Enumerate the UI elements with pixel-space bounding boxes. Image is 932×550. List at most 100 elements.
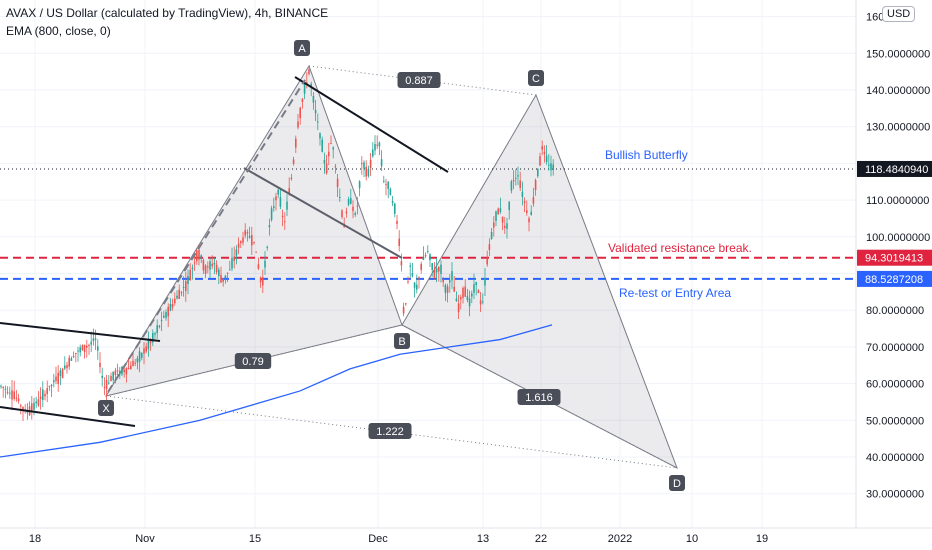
candle-body [202, 260, 205, 271]
candle-body [143, 348, 145, 354]
candle-body [4, 388, 7, 390]
price-tick-label: 140.0000000 [866, 85, 930, 97]
time-tick-label: 2022 [608, 533, 632, 545]
candle-body [427, 250, 429, 252]
candle-body [281, 215, 284, 218]
candle-body [163, 315, 165, 318]
candle-body [543, 151, 546, 155]
candle-body [387, 181, 389, 190]
candle-body [394, 203, 396, 214]
candle-body [97, 346, 99, 351]
candle-body [292, 159, 295, 164]
candle-body [310, 83, 312, 88]
candle-body [6, 391, 9, 393]
candle-body [482, 301, 484, 303]
candle-body [402, 306, 405, 314]
currency-button[interactable]: USD [882, 6, 916, 22]
candle-body [81, 345, 84, 351]
point-label-a-bg [294, 40, 310, 56]
candle-body [108, 382, 110, 384]
candle-body [235, 249, 238, 256]
candle-body [429, 254, 431, 261]
trendlines [0, 76, 449, 427]
candle-body [44, 393, 46, 397]
candle-body [154, 333, 156, 335]
candle-body [57, 372, 59, 385]
candle-body [495, 211, 497, 221]
candle-body [145, 346, 147, 352]
candle-body [457, 303, 460, 312]
candle-body [521, 191, 524, 197]
candle-body [213, 262, 216, 265]
candle-body [486, 258, 488, 265]
candle-body [545, 155, 548, 162]
point-label-x-bg [98, 400, 114, 416]
candle-body [226, 272, 229, 274]
candle-body [361, 163, 363, 165]
price-tick-label: 80.0000000 [866, 305, 924, 317]
candle-body [94, 338, 97, 340]
candle-body [541, 146, 543, 150]
candle-body [438, 266, 440, 272]
candle-body [515, 177, 517, 179]
time-tick-label: 22 [535, 533, 547, 545]
candle-body [295, 138, 297, 148]
candle-body [499, 208, 502, 213]
candle-body [11, 390, 13, 400]
candle-body [209, 261, 211, 270]
candle-body [275, 196, 277, 201]
candle-body [475, 282, 477, 286]
candle-body [169, 304, 172, 311]
candle-body [367, 168, 370, 177]
candle-body [332, 147, 334, 150]
point-label-x: X [102, 403, 110, 415]
candle-body [339, 196, 341, 199]
candle-body [512, 179, 515, 182]
time-axis: 18 Nov 15 Dec 13 22 2022 10 19 [0, 527, 932, 545]
candle-body [286, 201, 288, 210]
candle-body [92, 338, 95, 342]
ratio-label: 1.222 [376, 426, 404, 438]
candle-body [132, 360, 134, 367]
candle-body [466, 296, 469, 301]
price-tag: 88.5287208 [865, 274, 923, 286]
candle-body [198, 249, 200, 260]
chart-grid [0, 0, 856, 528]
candle-body [297, 121, 299, 128]
time-tick-label: 18 [29, 533, 41, 545]
candle-body [501, 216, 504, 223]
candle-body [257, 264, 260, 269]
candle-body [284, 221, 286, 223]
ratio-label-bg [234, 353, 272, 369]
candle-body [211, 263, 213, 267]
candle-body [464, 286, 466, 297]
indicator-legend[interactable]: EMA (800, close, 0) [6, 24, 111, 38]
candle-body [125, 367, 128, 375]
candle-body [270, 208, 273, 220]
candle-body [66, 364, 68, 369]
candle-body [422, 256, 425, 261]
candle-body [147, 340, 150, 349]
candle-body [330, 142, 332, 144]
candle-body [504, 225, 506, 228]
candle-body [242, 237, 244, 243]
point-label-d: D [673, 478, 681, 490]
candle-body [455, 298, 458, 302]
candle-body [347, 199, 350, 205]
candle-body [196, 250, 198, 262]
candle-body [105, 379, 108, 390]
candle-body [90, 341, 92, 345]
candle-body [378, 142, 381, 147]
candle-body [380, 159, 383, 167]
candle-body [176, 295, 178, 299]
time-tick-label: 19 [756, 533, 768, 545]
candle-body [369, 159, 372, 169]
candle-body [413, 282, 416, 288]
candle-body [462, 287, 464, 298]
point-label-d-bg [669, 475, 685, 491]
candle-body [383, 180, 385, 182]
candle-body [449, 280, 451, 283]
price-tag-bg [857, 249, 932, 266]
time-tick-label: 15 [249, 533, 261, 545]
